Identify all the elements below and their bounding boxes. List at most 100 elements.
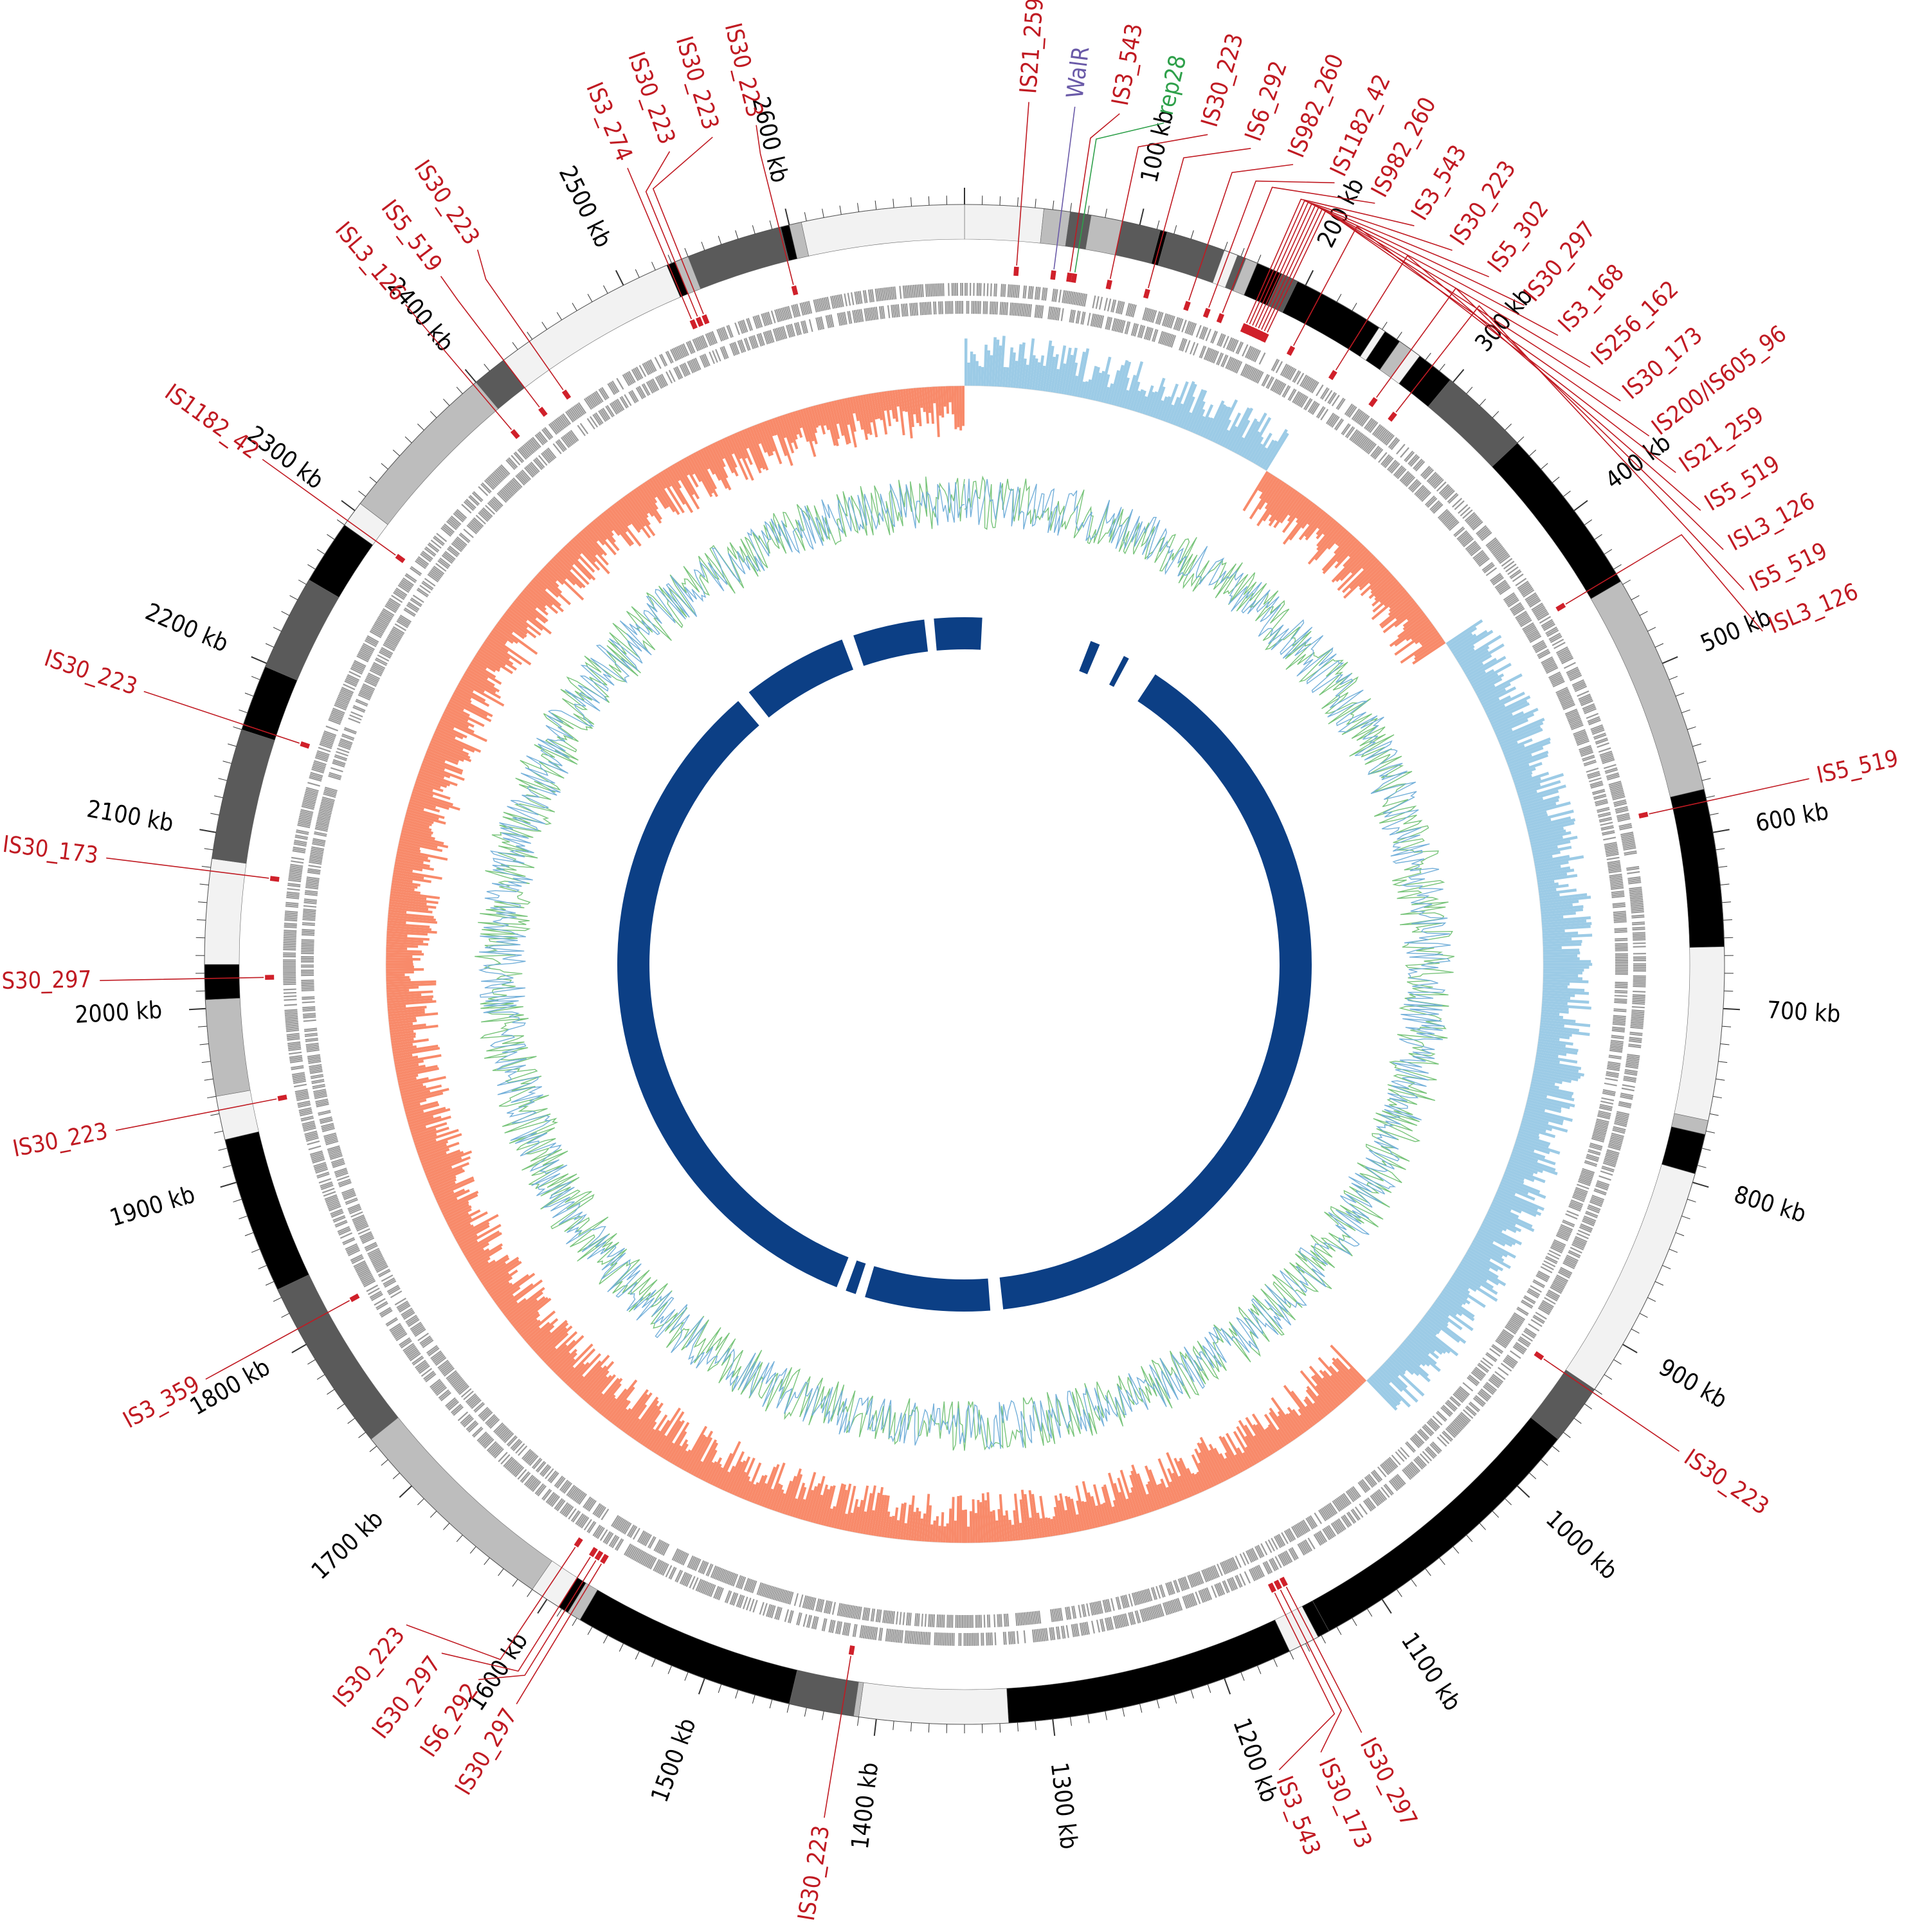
cds-forward bbox=[1369, 422, 1379, 433]
cds-reverse bbox=[726, 1571, 732, 1584]
cds-forward bbox=[1593, 734, 1607, 740]
cds-forward bbox=[1572, 680, 1585, 688]
cds-forward bbox=[1458, 1414, 1469, 1424]
cds-forward bbox=[286, 893, 300, 896]
cds-reverse bbox=[301, 974, 314, 977]
cds-reverse bbox=[784, 1590, 789, 1603]
cds-forward bbox=[399, 581, 412, 590]
cds-reverse bbox=[1615, 983, 1628, 986]
cds-reverse bbox=[352, 706, 365, 713]
cds-reverse bbox=[1598, 1106, 1612, 1112]
gc-skew-negative bbox=[554, 554, 572, 571]
cds-forward bbox=[673, 347, 680, 360]
cds-forward bbox=[1505, 1357, 1516, 1366]
cds-forward bbox=[1096, 1620, 1100, 1633]
cds-forward bbox=[1052, 1627, 1056, 1640]
cds-forward bbox=[585, 397, 594, 409]
cds-forward bbox=[1036, 287, 1039, 300]
cds-reverse bbox=[615, 399, 624, 411]
cds-reverse bbox=[772, 1587, 778, 1600]
cds-forward bbox=[815, 1616, 819, 1630]
cds-reverse bbox=[1543, 1260, 1556, 1268]
cds-forward bbox=[1624, 1069, 1638, 1073]
gc-skew-negative bbox=[823, 1485, 836, 1526]
gc-skew-negative bbox=[631, 490, 649, 514]
cds-forward bbox=[314, 1165, 327, 1171]
cds-reverse bbox=[1477, 1364, 1489, 1373]
cds-reverse bbox=[983, 1614, 986, 1628]
cds-forward bbox=[1409, 455, 1419, 466]
cds-reverse bbox=[320, 804, 333, 809]
gc-skew-positive bbox=[1463, 1256, 1499, 1279]
cds-reverse bbox=[328, 773, 341, 779]
gc-skew-positive bbox=[1541, 1000, 1568, 1006]
cds-forward bbox=[862, 290, 866, 303]
gc-skew-negative bbox=[394, 866, 413, 872]
gc-skew-positive bbox=[1454, 644, 1475, 659]
gc-skew-negative bbox=[387, 923, 430, 928]
cds-forward bbox=[320, 740, 333, 746]
cds-reverse bbox=[1606, 1070, 1620, 1075]
gc-skew-negative bbox=[707, 445, 732, 491]
cds-reverse bbox=[997, 1614, 999, 1627]
cds-forward bbox=[1091, 1620, 1095, 1634]
cds-reverse bbox=[1458, 1387, 1469, 1397]
gc-skew-negative bbox=[552, 555, 586, 588]
cds-reverse bbox=[1089, 1602, 1094, 1616]
cds-reverse bbox=[1517, 1306, 1529, 1315]
cds-reverse bbox=[1608, 1056, 1622, 1060]
cds-forward bbox=[410, 567, 421, 576]
cds-reverse bbox=[379, 649, 392, 658]
cds-reverse bbox=[613, 1517, 622, 1529]
cds-reverse bbox=[1037, 305, 1041, 318]
gc-skew-negative bbox=[395, 1065, 438, 1076]
cds-reverse bbox=[1482, 1357, 1494, 1367]
cds-forward bbox=[1114, 1615, 1119, 1629]
cds-reverse bbox=[1081, 1604, 1085, 1618]
gc-skew-negative bbox=[560, 548, 592, 581]
cds-forward bbox=[904, 1630, 907, 1644]
cds-forward bbox=[354, 1261, 367, 1269]
cds-forward bbox=[873, 1627, 876, 1640]
cds-reverse bbox=[318, 1110, 331, 1114]
cds-forward bbox=[1217, 333, 1223, 346]
cds-forward bbox=[1525, 593, 1537, 602]
blast-segment bbox=[748, 639, 854, 718]
cds-forward bbox=[1253, 1567, 1260, 1580]
gc-skew-negative bbox=[439, 718, 487, 743]
gc-skew-negative bbox=[1283, 1385, 1316, 1427]
gc-skew-positive bbox=[1485, 1213, 1522, 1232]
cds-forward bbox=[1033, 1629, 1037, 1643]
cds-reverse bbox=[789, 1591, 794, 1605]
cds-forward bbox=[1573, 682, 1586, 689]
cds-forward bbox=[305, 790, 318, 795]
gc-skew-negative bbox=[794, 1486, 807, 1519]
gc-skew-negative bbox=[1273, 491, 1301, 528]
gc-skew-positive bbox=[1119, 377, 1130, 408]
gc-skew-positive bbox=[1187, 390, 1208, 432]
cds-reverse bbox=[1107, 1598, 1112, 1612]
cds-forward bbox=[1632, 934, 1646, 936]
cds-forward bbox=[1591, 1196, 1604, 1202]
cds-reverse bbox=[1020, 1612, 1023, 1626]
gc-skew-negative bbox=[886, 1516, 892, 1539]
gc-skew-negative bbox=[734, 1471, 747, 1497]
cds-forward bbox=[1176, 318, 1182, 331]
gc-skew-negative bbox=[613, 1408, 628, 1427]
cds-reverse bbox=[1026, 1612, 1029, 1625]
cds-forward bbox=[1388, 1480, 1399, 1492]
cds-reverse bbox=[856, 1606, 861, 1620]
cds-reverse bbox=[1058, 1608, 1062, 1621]
gc-skew-negative bbox=[1327, 528, 1347, 550]
cds-forward bbox=[1014, 284, 1017, 298]
gc-skew-negative bbox=[613, 502, 632, 526]
cds-forward bbox=[681, 344, 688, 357]
cds-forward bbox=[433, 1382, 444, 1392]
cds-forward bbox=[1359, 1503, 1368, 1515]
blast-segment bbox=[1079, 641, 1100, 674]
cds-reverse bbox=[329, 1153, 343, 1159]
gc-skew-negative bbox=[1059, 1493, 1069, 1534]
cds-forward bbox=[323, 730, 337, 736]
cds-reverse bbox=[750, 1580, 756, 1593]
gc-skew-negative bbox=[1281, 498, 1309, 534]
